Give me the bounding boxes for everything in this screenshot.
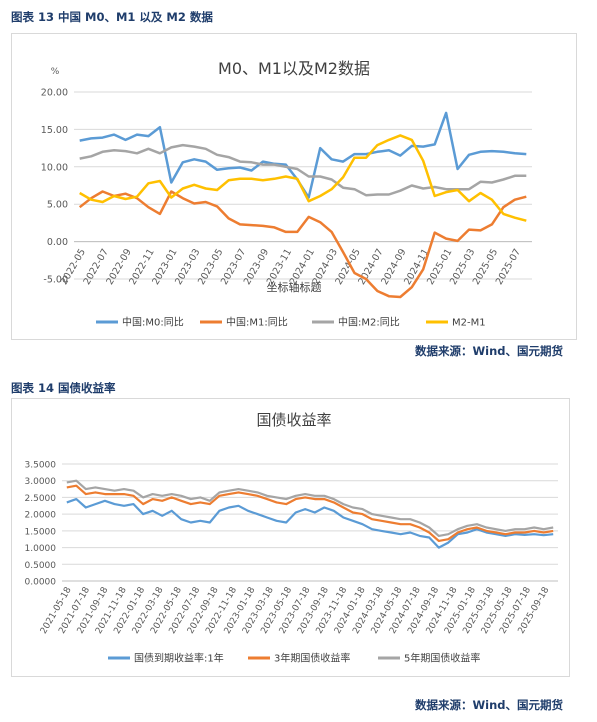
- legend-label: 5年期国债收益率: [404, 652, 480, 665]
- series-line: [79, 143, 527, 197]
- legend-label: 国债到期收益率:1年: [134, 652, 224, 665]
- m0-m1-m2-chart-panel: M0、M1以及M2数据 % 20.00 15.00 10.00 5.00 0.00 -5.…: [11, 33, 577, 340]
- y-tick-label: 20.00: [41, 88, 68, 99]
- series-line: [79, 134, 527, 222]
- y-tick-label: -5.00: [43, 275, 68, 286]
- series-line: [66, 497, 554, 549]
- y-tick-label: 0.00: [47, 237, 68, 248]
- y-unit-label: %: [51, 67, 60, 77]
- y-tick-label: 15.00: [41, 125, 68, 136]
- series-line: [78, 190, 527, 299]
- y-tick-label: 1.0000: [25, 544, 57, 554]
- chart1-source: 数据来源：Wind、国元期货: [414, 344, 563, 358]
- y-tick-label: 5.00: [47, 200, 68, 211]
- chart-title: 国债收益率: [256, 411, 331, 429]
- chart2-source: 数据来源：Wind、国元期货: [414, 698, 563, 712]
- y-tick-label: 10.00: [41, 162, 68, 173]
- m0-m1-m2-chart: M0、M1以及M2数据 % 20.00 15.00 10.00 5.00 0.00 -5.…: [41, 59, 532, 329]
- y-tick-label: 3.5000: [25, 461, 57, 471]
- bond-yield-chart: 国债收益率 3.5000 3.0000 2.5000 2.0000 1.5000 1.00…: [25, 411, 558, 665]
- y-tick-label: 2.0000: [25, 511, 57, 521]
- figure-caption-14: 图表 14 国债收益率: [11, 381, 116, 395]
- x-axis-title: 坐标轴标题: [267, 280, 322, 294]
- bond-yield-chart-panel: 国债收益率 3.5000 3.0000 2.5000 2.0000 1.5000 1.00…: [11, 398, 570, 677]
- y-tick-label: 3.0000: [25, 477, 57, 487]
- y-tick-label: 2.5000: [25, 494, 57, 504]
- chart-title: M0、M1以及M2数据: [218, 59, 370, 78]
- legend-label: M2-M1: [452, 318, 486, 329]
- legend-label: 3年期国债收益率: [274, 652, 350, 665]
- legend-label: 中国:M0:同比: [122, 316, 184, 329]
- y-tick-label: 0.0000: [25, 578, 57, 588]
- figure-caption-13: 图表 13 中国 M0、M1 以及 M2 数据: [11, 10, 213, 24]
- y-tick-label: 1.5000: [25, 527, 57, 537]
- series-line: [66, 484, 554, 542]
- y-tick-label: 0.5000: [25, 561, 57, 571]
- legend-label: 中国:M2:同比: [338, 316, 400, 329]
- legend-label: 中国:M1:同比: [226, 316, 288, 329]
- series-line: [66, 479, 554, 537]
